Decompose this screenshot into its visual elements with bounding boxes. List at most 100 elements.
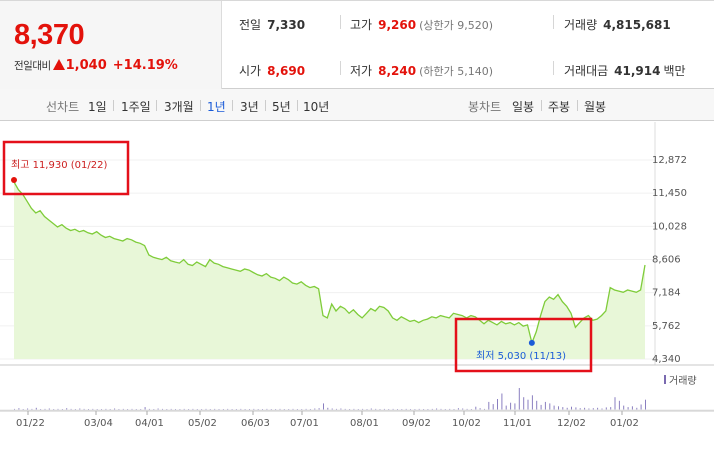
volume-bar <box>183 408 185 410</box>
volume-bar <box>562 407 564 410</box>
volume-legend: 거래량 <box>669 375 697 387</box>
volume-bar <box>122 408 124 410</box>
x-tick-label: 09/02 <box>402 418 431 429</box>
stat-prev-close: 전일 7,330 <box>239 16 305 33</box>
low-callout-box <box>454 317 593 373</box>
volume-bar <box>614 397 616 410</box>
volume-bar <box>48 408 50 410</box>
volume-bar <box>640 404 642 410</box>
change-label: 전일대비 <box>14 60 51 72</box>
price-area-fill <box>14 182 645 359</box>
volume-bar <box>610 407 612 410</box>
volume-bar <box>523 397 525 410</box>
volume-bar <box>27 408 29 410</box>
volume-bar <box>484 408 485 410</box>
volume-bar <box>510 402 512 410</box>
period-1d[interactable]: 1일 <box>88 100 107 114</box>
volume-bar <box>57 408 59 410</box>
divider <box>340 61 341 75</box>
volume-bar <box>66 408 68 410</box>
period-1w[interactable]: 1주일 <box>121 100 151 114</box>
stat-value: 7,330 <box>267 18 306 32</box>
divider <box>541 100 542 111</box>
divider <box>156 100 157 111</box>
volume-bar <box>214 408 216 410</box>
stat-label: 고가 <box>350 18 373 32</box>
x-tick-label: 05/02 <box>188 418 217 429</box>
candle-monthly[interactable]: 월봉 <box>584 100 607 114</box>
volume-bar <box>571 406 572 410</box>
stat-label: 거래량 <box>564 18 598 32</box>
change-value: 1,040 <box>65 58 107 73</box>
period-10y[interactable]: 10년 <box>303 100 330 114</box>
volume-bar <box>205 408 207 410</box>
volume-bar <box>492 404 494 410</box>
volume-bar <box>605 407 607 410</box>
volume-bar <box>18 408 20 410</box>
volume-bar <box>597 407 599 410</box>
divider <box>265 100 266 111</box>
volume-bar <box>240 408 242 410</box>
price-chart[interactable]: 12,872 11,450 10,028 8,606 7,184 5,762 4,340 거… <box>0 122 714 455</box>
volume-bar <box>536 400 538 410</box>
period-1y[interactable]: 1년 <box>207 100 226 114</box>
period-5y[interactable]: 5년 <box>272 100 291 114</box>
volume-bar <box>479 408 481 410</box>
volume-bar <box>79 408 81 410</box>
x-tick-label: 03/04 <box>84 418 113 429</box>
divider <box>553 15 554 29</box>
stat-value: 41,914 <box>614 64 661 78</box>
change-percent: +14.19% <box>112 58 178 73</box>
x-tick-label: 08/01 <box>350 418 379 429</box>
period-3y[interactable]: 3년 <box>240 100 259 114</box>
divider <box>297 100 298 111</box>
volume-legend-swatch <box>664 375 666 384</box>
volume-bar <box>279 408 281 410</box>
volume-bar <box>70 408 72 410</box>
volume-bar <box>623 405 625 410</box>
volume-bar <box>462 408 464 410</box>
stat-high: 고가 9,260 (상한가 9,520) <box>350 16 493 33</box>
period-3m[interactable]: 3개월 <box>164 100 194 114</box>
volume-bar <box>131 408 133 410</box>
volume-bar <box>501 393 503 410</box>
volume-bar <box>340 408 342 410</box>
volume-bar <box>148 408 150 410</box>
volume-bar <box>575 407 577 410</box>
up-arrow-icon <box>52 59 65 70</box>
volume-bar <box>584 407 586 410</box>
volume-bar <box>318 408 320 410</box>
volume-bar <box>162 408 163 410</box>
divider <box>200 100 201 111</box>
stat-label: 거래대금 <box>564 64 609 78</box>
candle-chart-label: 봉차트 <box>468 100 502 114</box>
volume-bar <box>292 408 294 410</box>
volume-bar <box>170 408 172 410</box>
candle-daily[interactable]: 일봉 <box>512 100 535 114</box>
volume-bar <box>558 406 559 410</box>
volume-bar <box>540 404 542 410</box>
volume-bar <box>566 407 568 410</box>
x-tick-label: 10/02 <box>452 418 481 429</box>
volume-bar <box>518 388 520 410</box>
candle-weekly[interactable]: 주봉 <box>548 100 571 114</box>
volume-bar <box>353 408 355 410</box>
volume-bar <box>431 408 433 410</box>
volume-bar <box>114 408 116 410</box>
volume-bar <box>331 408 333 410</box>
upper-limit: (상한가 9,520) <box>419 19 493 32</box>
y-tick-label: 4,340 <box>652 354 681 365</box>
stat-low: 저가 8,240 (하한가 5,140) <box>350 62 493 79</box>
stat-value: 9,260 <box>378 18 417 32</box>
volume-bar <box>618 400 620 410</box>
volume-bar <box>531 395 533 410</box>
y-tick-label: 7,184 <box>652 288 681 299</box>
volume-bars <box>14 388 646 410</box>
volume-bar <box>362 408 364 410</box>
x-tick-label: 06/03 <box>241 418 270 429</box>
volume-bar <box>253 408 255 410</box>
volume-bar <box>497 399 498 410</box>
y-tick-label: 11,450 <box>652 188 687 199</box>
y-tick-label: 8,606 <box>652 255 681 266</box>
stat-turnover: 거래대금 41,914 백만 <box>564 62 686 79</box>
